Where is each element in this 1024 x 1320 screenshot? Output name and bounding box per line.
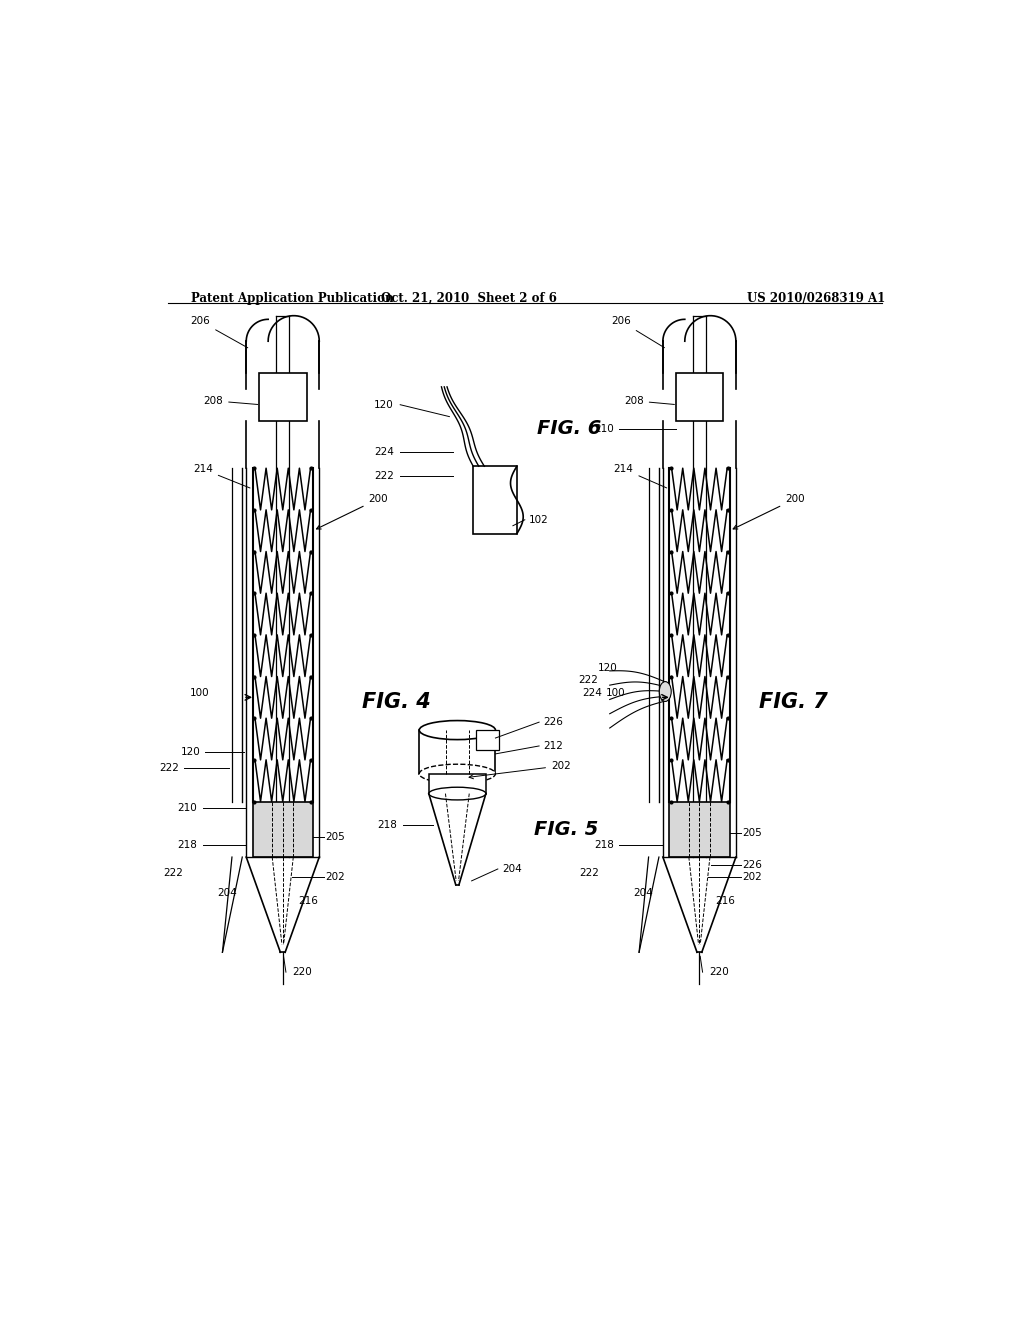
Text: 120: 120 [181,747,201,756]
Text: 206: 206 [190,317,248,347]
Text: 100: 100 [189,689,209,698]
Text: FIG. 7: FIG. 7 [759,692,827,713]
Text: 210: 210 [594,424,613,433]
Bar [476,730,500,750]
Text: 222: 222 [163,869,182,878]
Text: 202: 202 [742,873,762,882]
Text: US 2010/0268319 A1: US 2010/0268319 A1 [748,292,886,305]
Ellipse shape [659,681,671,701]
Text: 224: 224 [374,447,394,457]
Text: 200: 200 [733,494,805,529]
FancyBboxPatch shape [473,466,517,533]
Ellipse shape [419,721,496,739]
Text: 222: 222 [578,675,598,685]
Text: 226: 226 [543,717,563,727]
Text: 200: 200 [316,494,388,529]
Text: 120: 120 [374,400,394,409]
Text: 102: 102 [528,515,549,525]
Text: Oct. 21, 2010  Sheet 2 of 6: Oct. 21, 2010 Sheet 2 of 6 [381,292,557,305]
Bar [419,730,496,774]
Bar [253,801,313,857]
Text: 216: 216 [299,896,318,906]
Text: 202: 202 [326,873,345,882]
Bar [259,374,306,421]
Text: 218: 218 [177,840,197,850]
Text: 226: 226 [742,861,762,870]
Text: 218: 218 [594,840,613,850]
Text: FIG. 5: FIG. 5 [534,820,598,838]
Text: 208: 208 [204,396,258,405]
Text: 204: 204 [217,888,237,898]
Text: 205: 205 [742,828,762,838]
Ellipse shape [419,764,496,783]
Text: 204: 204 [634,888,653,898]
Bar [429,774,486,793]
Text: 222: 222 [159,763,179,774]
Text: 214: 214 [194,465,250,488]
Text: 222: 222 [374,471,394,480]
Text: 218: 218 [377,820,397,830]
Text: 202: 202 [469,760,570,779]
Ellipse shape [429,787,486,800]
Text: 205: 205 [326,832,345,842]
Text: FIG. 4: FIG. 4 [362,692,431,713]
Text: 216: 216 [715,896,735,906]
Text: FIG. 6: FIG. 6 [537,418,601,438]
Text: 210: 210 [177,803,197,813]
Text: 214: 214 [613,465,667,488]
Text: 220: 220 [292,968,312,977]
Bar [670,801,729,857]
Text: 206: 206 [611,317,665,347]
Bar [676,374,723,421]
Text: 100: 100 [606,689,626,698]
Text: 222: 222 [580,869,599,878]
Text: 224: 224 [582,688,602,698]
Text: 120: 120 [598,663,617,673]
Text: 220: 220 [709,968,729,977]
Text: 208: 208 [624,396,675,405]
Text: 212: 212 [543,741,563,751]
Text: Patent Application Publication: Patent Application Publication [191,292,394,305]
Text: 204: 204 [502,865,521,874]
